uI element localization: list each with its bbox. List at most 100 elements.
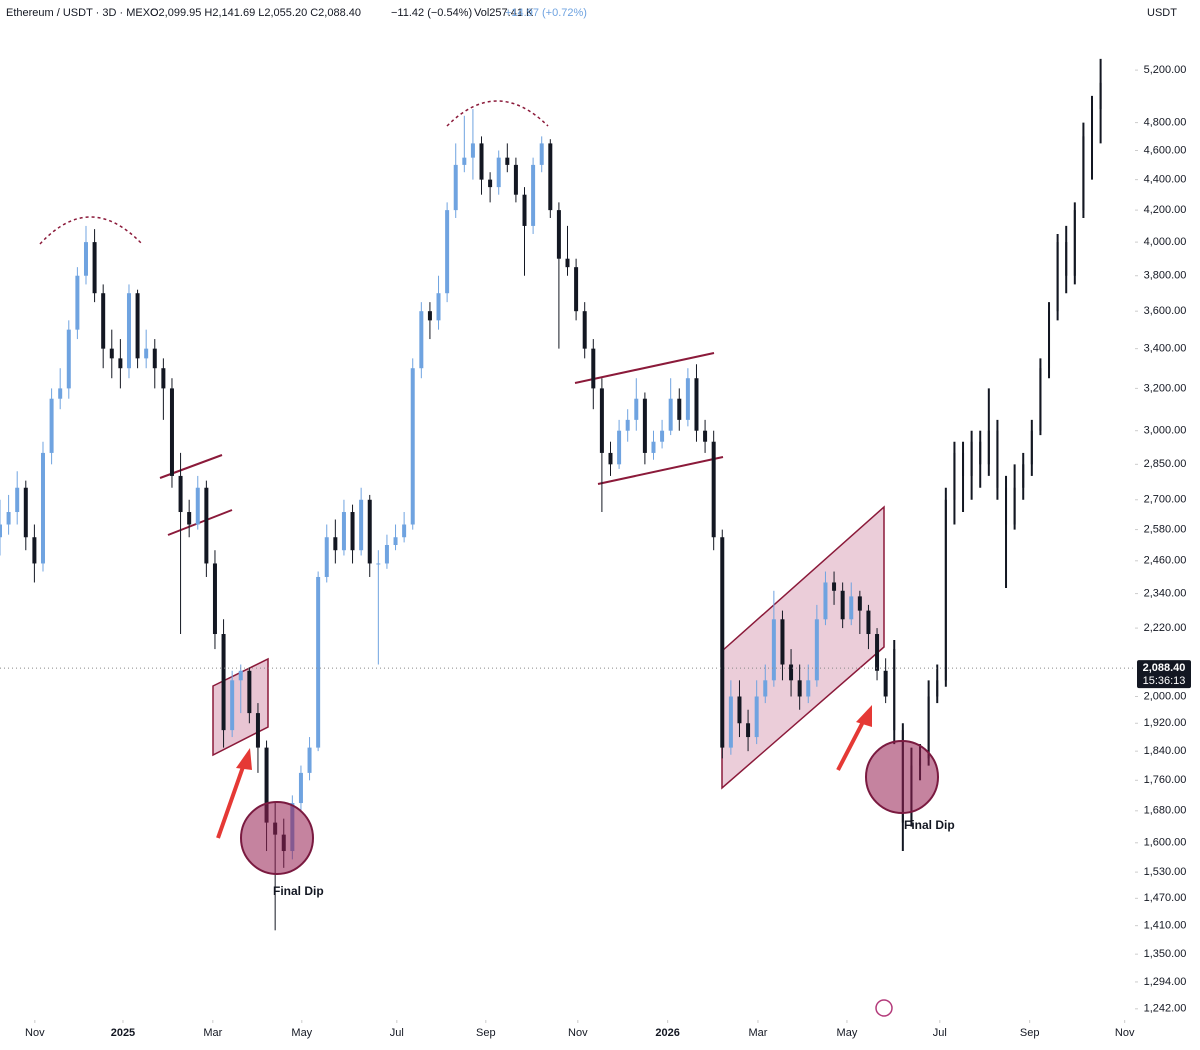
- y-tick-label: 4,400.00: [1144, 174, 1187, 186]
- candle-body: [582, 311, 587, 349]
- candle-body: [6, 512, 11, 525]
- candle-body: [685, 378, 690, 420]
- candle-body: [324, 537, 329, 577]
- y-tick-label: 4,200.00: [1144, 204, 1187, 216]
- candle-body: [962, 452, 965, 476]
- candle-body: [1082, 136, 1085, 211]
- y-tick-label: 1,600.00: [1144, 837, 1187, 849]
- arrow-head: [236, 748, 252, 770]
- candle-body: [316, 576, 321, 748]
- y-tick-label: 1,350.00: [1144, 948, 1187, 960]
- candle-body: [410, 368, 415, 525]
- arrow-head: [856, 705, 872, 727]
- candle-body: [660, 430, 665, 442]
- candle-body: [875, 634, 880, 671]
- candle-body: [651, 441, 656, 453]
- candle-body: [556, 210, 561, 259]
- top-arc: [446, 100, 549, 127]
- y-tick-label: 3,400.00: [1144, 343, 1187, 355]
- candle-body: [893, 649, 896, 731]
- x-tick-label: Jul: [390, 1027, 404, 1039]
- candle-body: [298, 772, 303, 804]
- y-tick-label: 5,200.00: [1144, 64, 1187, 76]
- logo-icon[interactable]: [875, 999, 893, 1017]
- annotations: [39, 100, 885, 790]
- candle-body: [866, 610, 871, 635]
- channel-line: [597, 456, 724, 485]
- candle-body: [1030, 430, 1033, 465]
- axes: 1,242.00 1,294.00 1,350.00 1,410.00 1,470.00…: [25, 64, 1191, 1039]
- arrow-shaft: [836, 719, 866, 771]
- candle-body: [996, 430, 999, 488]
- annotation-label: Final Dip: [273, 884, 324, 898]
- annotations-top: Final Dip Final Dip: [216, 705, 955, 1017]
- candle-body: [513, 164, 518, 195]
- candle-body: [488, 179, 493, 188]
- candle-body: [574, 267, 579, 312]
- candle-body: [247, 670, 252, 714]
- volume: Vol257.41 K: [474, 7, 534, 19]
- candle-body: [832, 582, 837, 591]
- candle-body: [1048, 311, 1051, 369]
- candle-body: [333, 537, 338, 551]
- candle-body: [625, 419, 630, 431]
- candle-body: [393, 537, 398, 545]
- header: Ethereum / USDT · 3D · MEXC O2,099.95 H2…: [6, 7, 1177, 19]
- candle-body: [402, 524, 407, 538]
- candle-body: [789, 664, 794, 681]
- candle-body: [161, 368, 166, 389]
- candle-body: [479, 143, 484, 180]
- y-tick-label: 1,470.00: [1144, 892, 1187, 904]
- candle-body: [230, 680, 235, 731]
- time-axis-bg: [0, 1020, 1200, 1045]
- y-tick-label: 1,680.00: [1144, 805, 1187, 817]
- x-tick-label: Mar: [748, 1027, 767, 1039]
- candle-body: [1022, 464, 1025, 488]
- y-tick-label: 2,220.00: [1144, 622, 1187, 634]
- candle-body: [152, 348, 157, 369]
- y-tick-label: 2,700.00: [1144, 494, 1187, 506]
- x-tick-label: 2026: [655, 1027, 679, 1039]
- candle-body: [953, 452, 956, 500]
- y-tick-label: 1,410.00: [1144, 920, 1187, 932]
- candle-body: [1099, 82, 1102, 110]
- candle-body: [677, 398, 682, 420]
- candle-body: [109, 348, 114, 359]
- x-tick-label: Jul: [933, 1027, 947, 1039]
- candle-body: [746, 723, 751, 738]
- last-price-box: [1137, 660, 1191, 689]
- y-tick-label: 2,340.00: [1144, 587, 1187, 599]
- dip-circle: [865, 740, 939, 814]
- candle-body: [703, 430, 708, 442]
- y-tick-label: 3,200.00: [1144, 382, 1187, 394]
- candle-body: [970, 441, 973, 476]
- candle-body: [849, 596, 854, 620]
- channel-line: [574, 352, 715, 384]
- y-tick-label: 1,530.00: [1144, 866, 1187, 878]
- y-tick-label: 3,600.00: [1144, 305, 1187, 317]
- candle-body: [1005, 487, 1008, 525]
- candle-body: [135, 293, 140, 359]
- candle-body: [384, 544, 389, 564]
- dip-circle: [240, 801, 314, 875]
- y-tick-label: 2,850.00: [1144, 458, 1187, 470]
- x-tick-label: May: [837, 1027, 858, 1039]
- candle-body: [470, 143, 475, 158]
- candle-body: [359, 499, 364, 551]
- candle-body: [797, 680, 802, 697]
- candle-body: [66, 329, 71, 389]
- candle-body: [419, 311, 424, 369]
- x-tick-label: Nov: [1115, 1027, 1135, 1039]
- candle-body: [987, 430, 990, 465]
- plot-area: [0, 58, 1135, 931]
- candle-body: [711, 441, 716, 538]
- currency: USDT: [1147, 7, 1177, 19]
- annotation-label: Final Dip: [904, 818, 955, 832]
- candle-body: [1073, 210, 1076, 276]
- candle-body: [857, 596, 862, 611]
- candle-body: [101, 293, 106, 349]
- candle-body: [195, 487, 200, 525]
- candle-body: [92, 242, 97, 294]
- candle-body: [883, 670, 888, 697]
- candle-body: [754, 696, 759, 738]
